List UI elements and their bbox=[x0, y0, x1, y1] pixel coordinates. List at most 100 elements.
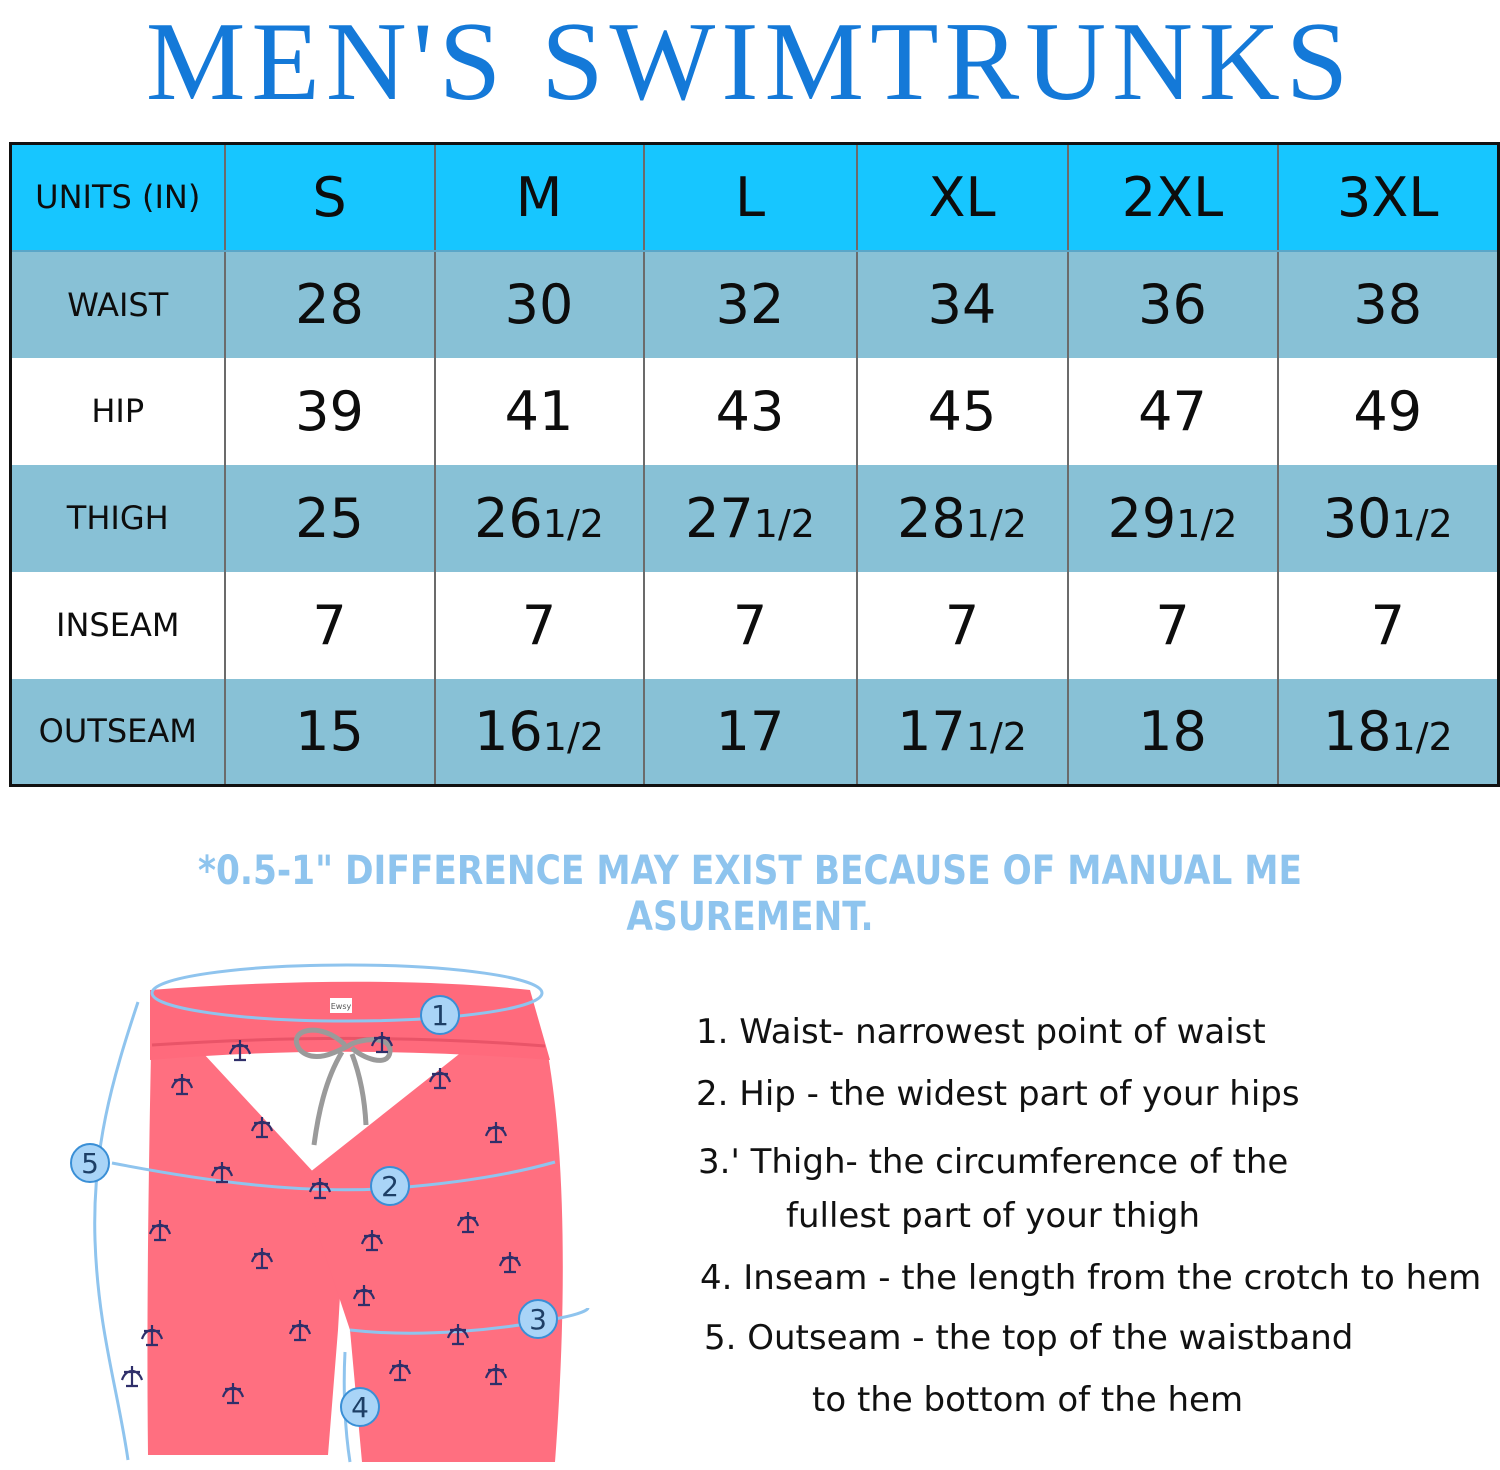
table-row: THIGH 25 261/2 271/2 281/2 291/2 301/2 bbox=[9, 464, 1500, 572]
cell-value: 30 bbox=[504, 273, 574, 336]
table-cell: 30 bbox=[433, 250, 645, 358]
cell-fraction: 1/2 bbox=[542, 714, 604, 759]
row-label: OUTSEAM bbox=[9, 678, 226, 786]
cell-value: 49 bbox=[1353, 379, 1423, 443]
cell-value: 7 bbox=[521, 593, 557, 657]
marker-3: 3 bbox=[518, 1299, 558, 1339]
marker-1: 1 bbox=[420, 995, 460, 1035]
legend-item-thigh-line2: fullest part of your thigh bbox=[786, 1196, 1201, 1236]
measurement-note: *0.5-1" DIFFERENCE MAY EXIST BECAUSE OF … bbox=[197, 848, 1303, 940]
table-cell: 7 bbox=[1066, 571, 1279, 679]
print-motif bbox=[140, 1325, 164, 1347]
cell-value: 7 bbox=[312, 593, 347, 657]
cell-value: 30 bbox=[1322, 486, 1392, 550]
shorts-illustration: Ewsy 1 2 3 4 5 bbox=[70, 963, 590, 1463]
cell-value: 27 bbox=[685, 486, 754, 550]
cell-value: 29 bbox=[1107, 486, 1177, 550]
cell-fraction: 1/2 bbox=[1391, 501, 1453, 546]
waist-ellipse bbox=[150, 963, 544, 1023]
cell-fraction: 1/2 bbox=[1176, 501, 1238, 546]
cell-fraction: 1/2 bbox=[965, 501, 1027, 546]
row-label: INSEAM bbox=[9, 571, 226, 679]
table-cell: 171/2 bbox=[855, 678, 1069, 786]
table-cell: 301/2 bbox=[1276, 464, 1500, 572]
marker-2: 2 bbox=[370, 1166, 410, 1206]
print-motif bbox=[250, 1117, 274, 1139]
marker-5: 5 bbox=[70, 1143, 110, 1183]
shorts-right-leg bbox=[300, 998, 563, 1462]
table-cell: 7 bbox=[855, 571, 1069, 679]
cell-value: 36 bbox=[1138, 273, 1207, 336]
table-cell: 7 bbox=[1276, 571, 1500, 679]
size-header: M bbox=[433, 143, 645, 252]
outseam-line bbox=[93, 1001, 140, 1461]
cell-value: 39 bbox=[295, 379, 364, 443]
print-motif bbox=[388, 1360, 412, 1382]
cell-value: 45 bbox=[927, 379, 997, 443]
table-cell: 271/2 bbox=[642, 464, 858, 572]
page-title: MEN'S SWIMTRUNKS bbox=[145, 0, 1355, 124]
cell-value: 17 bbox=[897, 699, 966, 763]
print-motif bbox=[456, 1212, 480, 1234]
print-motif bbox=[288, 1320, 312, 1342]
cell-fraction: 1/2 bbox=[542, 501, 604, 546]
cell-value: 41 bbox=[504, 379, 574, 443]
table-cell: 261/2 bbox=[433, 464, 645, 572]
table-cell: 7 bbox=[433, 571, 645, 679]
legend-item-outseam-line2: to the bottom of the hem bbox=[812, 1380, 1244, 1420]
svg-text:2: 2 bbox=[381, 1170, 399, 1203]
table-header-row: UNITS (IN) S M L XL 2XL 3XL bbox=[9, 143, 1500, 252]
print-motif bbox=[221, 1383, 245, 1405]
table-cell: 7 bbox=[642, 571, 858, 679]
cell-value: 16 bbox=[474, 699, 543, 763]
table-cell: 181/2 bbox=[1276, 678, 1500, 786]
table-row: HIP 39 41 43 45 47 49 bbox=[9, 357, 1500, 465]
print-motif bbox=[308, 1178, 332, 1200]
table-cell: 291/2 bbox=[1066, 464, 1279, 572]
cell-value: 25 bbox=[295, 486, 364, 550]
table-cell: 41 bbox=[433, 357, 645, 465]
table-row: INSEAM 7 7 7 7 7 7 bbox=[9, 571, 1500, 679]
table-cell: 25 bbox=[223, 464, 436, 572]
cell-value: 28 bbox=[295, 273, 364, 336]
cell-value: 43 bbox=[715, 379, 785, 443]
table-cell: 281/2 bbox=[855, 464, 1069, 572]
table-cell: 47 bbox=[1066, 357, 1279, 465]
table-cell: 15 bbox=[223, 678, 436, 786]
table-cell: 32 bbox=[642, 250, 858, 358]
marker-4: 4 bbox=[340, 1387, 380, 1427]
shorts-print-pattern bbox=[120, 1032, 522, 1405]
table-cell: 38 bbox=[1276, 250, 1500, 358]
size-header: 3XL bbox=[1276, 143, 1500, 252]
table-row: WAIST 28 30 32 34 36 38 bbox=[9, 250, 1500, 358]
drawstring bbox=[294, 1027, 393, 1146]
table-cell: 28 bbox=[223, 250, 436, 358]
cell-fraction: 1/2 bbox=[753, 501, 815, 546]
cell-value: 17 bbox=[715, 699, 785, 763]
units-label: UNITS (IN) bbox=[9, 143, 226, 252]
cell-fraction: 1/2 bbox=[1391, 714, 1453, 759]
print-motif bbox=[498, 1252, 522, 1274]
table-cell: 17 bbox=[642, 678, 858, 786]
cell-value: 18 bbox=[1322, 699, 1392, 763]
table-row: OUTSEAM 15 161/2 17 171/2 18 181/2 bbox=[9, 678, 1500, 786]
table-cell: 36 bbox=[1066, 250, 1279, 358]
size-header: S bbox=[223, 143, 436, 252]
print-motif bbox=[484, 1364, 508, 1386]
print-motif bbox=[370, 1032, 394, 1054]
legend-item-hip: 2. Hip - the widest part of your hips bbox=[696, 1074, 1300, 1114]
table-cell: 49 bbox=[1276, 357, 1500, 465]
table-cell: 18 bbox=[1066, 678, 1279, 786]
cell-value: 15 bbox=[295, 699, 364, 763]
print-motif bbox=[360, 1230, 384, 1252]
svg-text:1: 1 bbox=[431, 999, 449, 1032]
row-label: WAIST bbox=[9, 250, 226, 358]
print-motif bbox=[446, 1324, 470, 1346]
cell-value: 28 bbox=[897, 486, 966, 550]
row-label: HIP bbox=[9, 357, 226, 465]
print-motif bbox=[210, 1162, 234, 1184]
print-motif bbox=[250, 1248, 274, 1270]
table-cell: 7 bbox=[223, 571, 436, 679]
size-header: XL bbox=[855, 143, 1069, 252]
cell-fraction: 1/2 bbox=[965, 714, 1027, 759]
